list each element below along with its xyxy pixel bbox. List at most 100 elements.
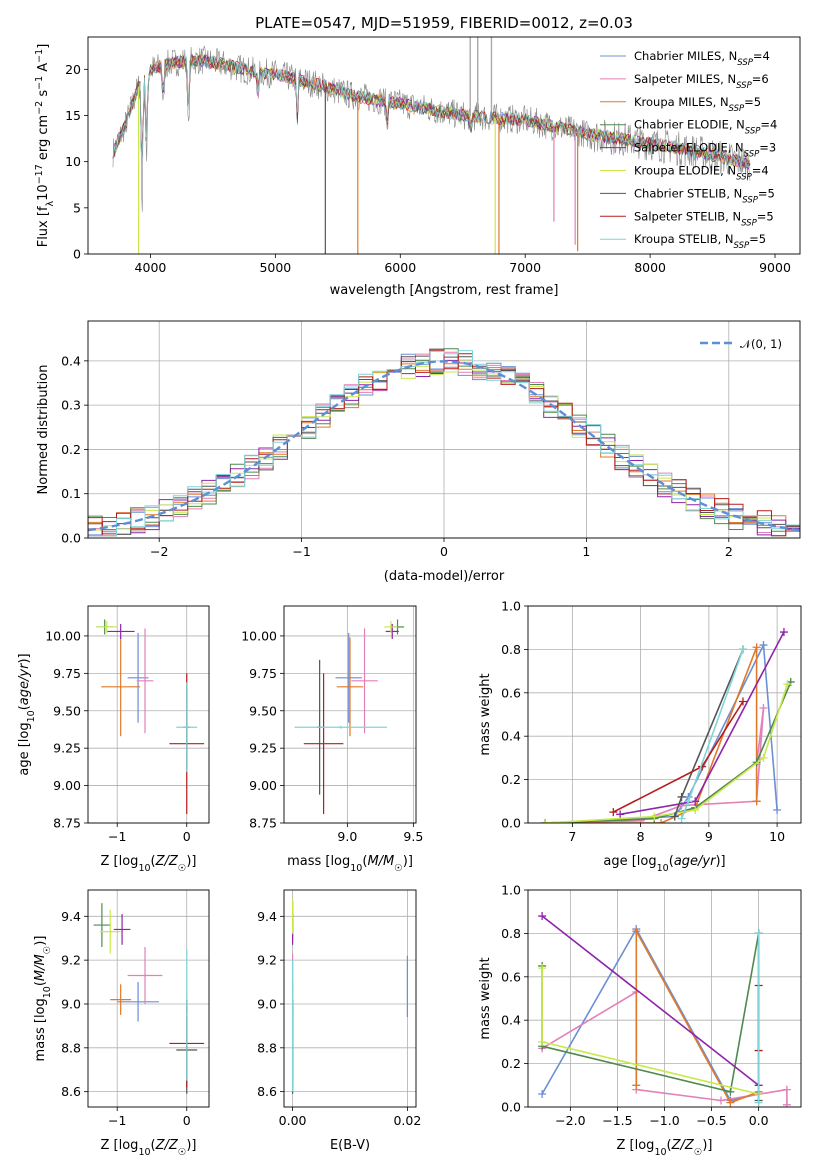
y-tick-label: 10.00 [45, 628, 81, 643]
x-tick-label: 2 [725, 544, 733, 559]
weight-line [541, 927, 759, 1102]
y-tick-label: 9.0 [61, 996, 81, 1011]
x-axis-label: Z [log10(Z/Z☉)] [101, 854, 197, 874]
plot-area [96, 619, 205, 815]
x-tick-label: −1 [108, 829, 126, 844]
weight-marker [632, 927, 641, 936]
y-tick-label: 9.25 [249, 741, 277, 756]
panel-age-vs-Z: −1 0 8.75 9.00 9.25 9.50 9.75 10.00 Z [log10(Z/Z… [17, 605, 210, 874]
x-tick-label: −0.5 [696, 1113, 726, 1128]
x-axis-label: Z [log10(Z/Z☉)] [617, 1138, 713, 1158]
y-tick-label: 10 [65, 154, 81, 169]
x-tick-label: 10 [769, 829, 785, 844]
x-tick-label: 8 [637, 829, 645, 844]
y-tick-label: 9.50 [53, 703, 81, 718]
legend-entry: Salpeter ELODIE, NSSP=3 [634, 141, 776, 160]
weight-line [541, 968, 759, 1095]
y-tick-label: 9.2 [61, 953, 81, 968]
weight-line [619, 631, 785, 816]
x-tick-label: 9 [705, 829, 713, 844]
y-tick-label: 10.00 [241, 628, 277, 643]
weight-marker [657, 819, 666, 823]
y-tick-label: 9.00 [53, 778, 81, 793]
legend-entry: Salpeter STELIB, NSSP=5 [634, 209, 774, 228]
y-axis-label: mass [log10(M/M☉)] [33, 936, 53, 1062]
weight-marker [677, 814, 686, 823]
y-tick-label: 9.2 [257, 953, 277, 968]
y-tick-label: 0.4 [501, 729, 521, 744]
weight-marker [759, 641, 768, 650]
figure-title: PLATE=0547, MJD=51959, FIBERID=0012, z=0… [255, 14, 633, 32]
weight-marker [759, 753, 768, 762]
y-tick-label: 0.2 [501, 772, 521, 787]
x-tick-label: 9.0 [337, 829, 357, 844]
weight-marker [754, 929, 763, 938]
y-tick-label: 8.6 [61, 1084, 81, 1099]
weight-marker [782, 1100, 791, 1107]
weight-line [635, 930, 759, 1104]
y-tick-label: 8.75 [53, 816, 81, 831]
y-tick-label: 0.4 [501, 1013, 521, 1028]
x-tick-label: −1 [108, 1113, 126, 1128]
panel-mass-vs-Z: −1 0 8.6 8.8 9.0 9.2 9.4 Z [log10(Z/Z☉)] mass [l… [33, 889, 210, 1158]
y-tick-label: 0.8 [501, 926, 521, 941]
y-tick-label: 20 [65, 62, 81, 77]
y-tick-label: 9.4 [61, 909, 81, 924]
x-tick-label: 0.00 [279, 1113, 307, 1128]
y-tick-label: 9.75 [53, 666, 81, 681]
x-axis-label: Z [log10(Z/Z☉)] [101, 1138, 197, 1158]
x-tick-label: −1.5 [602, 1113, 632, 1128]
weight-line [541, 915, 760, 1086]
y-tick-label: 9.00 [249, 778, 277, 793]
y-tick-label: 1.0 [501, 883, 521, 898]
legend-entry: Kroupa MILES, NSSP=5 [634, 95, 761, 114]
axes-frame [527, 889, 802, 1108]
y-tick-label: 0.6 [501, 685, 521, 700]
weight-marker [691, 805, 700, 814]
weight-line [545, 707, 765, 823]
y-tick-label: 8.75 [249, 816, 277, 831]
y-tick-label: 0.0 [61, 531, 81, 546]
axes-frame [283, 605, 417, 824]
y-tick-label: 9.0 [257, 996, 277, 1011]
weight-marker [726, 1087, 735, 1096]
y-tick-label: 0.8 [501, 642, 521, 657]
x-tick-label: 0.02 [393, 1113, 421, 1128]
legend-entry: Kroupa STELIB, NSSP=5 [634, 232, 766, 251]
legend-entry: 𝒩(0, 1) [740, 337, 782, 351]
plot-area [538, 912, 791, 1107]
axes-frame [283, 889, 417, 1108]
x-tick-label: 0.0 [749, 1113, 769, 1128]
x-tick-label: 0 [183, 829, 191, 844]
legend-entry: Chabrier MILES, NSSP=4 [634, 49, 770, 68]
weight-marker [538, 1037, 547, 1046]
weight-marker [616, 810, 625, 819]
weight-marker [752, 643, 761, 652]
weight-marker [538, 964, 547, 973]
weight-marker [773, 805, 782, 814]
weight-line [680, 649, 744, 819]
panel-mass-vs-ebv: 0.00 0.02 8.6 8.8 9.0 9.2 9.4 E(B-V) [257, 889, 421, 1153]
y-tick-label: 9.25 [53, 741, 81, 756]
y-tick-label: 9.4 [257, 909, 277, 924]
y-tick-label: 9.75 [249, 666, 277, 681]
plot-area [541, 628, 795, 823]
x-tick-label: 4000 [135, 260, 167, 275]
axes-frame [87, 889, 210, 1108]
x-tick-label: −2.0 [555, 1113, 585, 1128]
y-axis-label: Flux [fλ10−17 erg cm−2 s−1 A−1] [34, 44, 56, 248]
panel-residuals: −2 −1 0 1 2 0.0 0.1 0.2 0.3 0.4 (data-model)/error… [36, 320, 801, 584]
y-tick-label: 0.3 [61, 398, 81, 413]
x-tick-label: 1 [582, 544, 590, 559]
x-tick-label: 9.5 [403, 829, 423, 844]
x-tick-label: −2 [150, 544, 168, 559]
y-axis-label: Normed distribution [36, 365, 51, 495]
x-tick-label: −1.0 [649, 1113, 679, 1128]
y-tick-label: 0.1 [61, 486, 81, 501]
y-axis-label: mass weight [478, 957, 493, 1039]
weight-marker [726, 1098, 735, 1107]
axes-frame [87, 320, 801, 539]
plot-area [294, 619, 405, 815]
weight-marker [783, 680, 792, 689]
